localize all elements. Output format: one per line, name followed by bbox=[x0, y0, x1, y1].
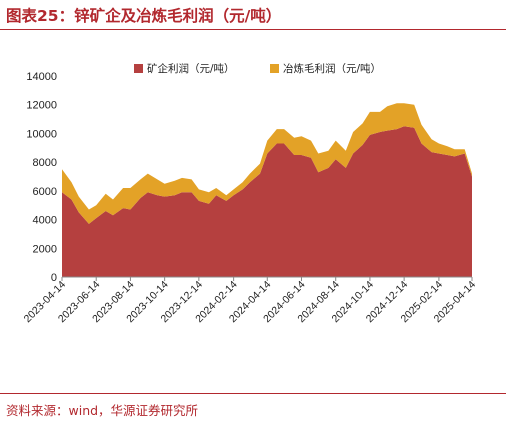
y-axis: 0 2000 4000 6000 8000 10000 12000 14000 bbox=[26, 71, 57, 284]
legend: 矿企利润（元/吨） 冶炼毛利润（元/吨） bbox=[134, 62, 381, 75]
area-series-2 bbox=[62, 103, 472, 224]
chart-title: 图表25：锌矿企及冶炼毛利润（元/吨） bbox=[6, 7, 282, 25]
legend-swatch-1 bbox=[134, 64, 143, 73]
title-bar: 图表25：锌矿企及冶炼毛利润（元/吨） bbox=[0, 0, 506, 30]
y-tick-label: 6000 bbox=[33, 186, 57, 198]
y-tick-label: 12000 bbox=[26, 100, 57, 112]
y-tick-label: 2000 bbox=[33, 243, 57, 255]
x-axis: 2023-04-142023-06-142023-08-142023-10-14… bbox=[22, 276, 478, 325]
source-note: 资料来源：wind，华源证券研究所 bbox=[6, 403, 199, 418]
legend-label-1: 矿企利润（元/吨） bbox=[147, 62, 235, 75]
title-divider bbox=[0, 29, 506, 30]
area-chart: 0 2000 4000 6000 8000 10000 12000 14000 2023-04… bbox=[22, 62, 479, 325]
y-tick-label: 8000 bbox=[33, 157, 57, 169]
y-tick-label: 4000 bbox=[33, 215, 57, 227]
footer-divider bbox=[0, 393, 506, 394]
area-series-1 bbox=[62, 126, 472, 277]
y-tick-label: 14000 bbox=[26, 71, 57, 83]
y-tick-label: 0 bbox=[51, 272, 57, 284]
chart-areas bbox=[62, 103, 472, 277]
legend-label-2: 冶炼毛利润（元/吨） bbox=[283, 62, 381, 75]
legend-swatch-2 bbox=[270, 64, 279, 73]
y-tick-label: 10000 bbox=[26, 128, 57, 140]
